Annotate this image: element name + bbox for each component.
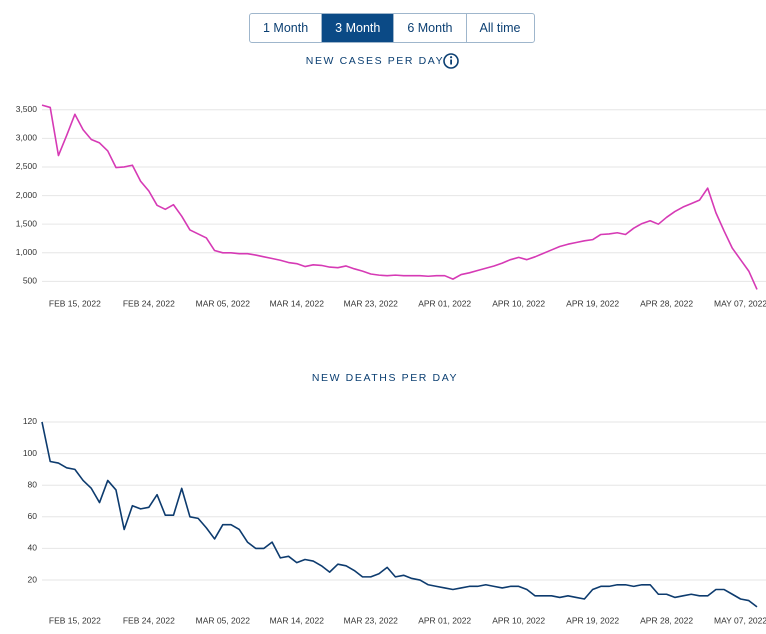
x-tick-label: MAR 23, 2022 (344, 298, 399, 308)
x-tick-label: FEB 24, 2022 (123, 298, 175, 308)
chart-title: NEW DEATHS PER DAY (312, 372, 458, 384)
range-button[interactable]: All time (465, 14, 534, 42)
x-tick-label: MAY 07, 2022 (714, 615, 766, 625)
chart-title: NEW CASES PER DAY (306, 55, 444, 67)
info-icon[interactable] (443, 53, 459, 69)
x-tick-label: APR 28, 2022 (640, 615, 693, 625)
y-tick-label: 100 (23, 448, 37, 458)
x-tick-label: APR 01, 2022 (418, 615, 471, 625)
x-tick-label: MAR 23, 2022 (344, 615, 399, 625)
y-tick-label: 80 (28, 479, 38, 489)
x-tick-label: MAR 14, 2022 (270, 298, 325, 308)
x-tick-label: APR 01, 2022 (418, 298, 471, 308)
y-tick-label: 1,500 (16, 218, 38, 228)
y-tick-label: 2,000 (16, 190, 38, 200)
y-tick-label: 500 (23, 276, 37, 286)
x-tick-label: APR 19, 2022 (566, 615, 619, 625)
x-tick-label: MAR 05, 2022 (196, 298, 251, 308)
range-button[interactable]: 6 Month (393, 14, 465, 42)
x-tick-label: APR 10, 2022 (492, 615, 545, 625)
x-tick-label: FEB 15, 2022 (49, 615, 101, 625)
y-tick-label: 2,500 (16, 161, 38, 171)
y-tick-label: 3,500 (16, 104, 38, 114)
x-tick-label: APR 28, 2022 (640, 298, 693, 308)
x-tick-label: FEB 15, 2022 (49, 298, 101, 308)
data-line (41, 104, 758, 290)
y-tick-label: 1,000 (16, 247, 38, 257)
y-tick-label: 60 (28, 511, 38, 521)
x-tick-label: MAR 05, 2022 (196, 615, 251, 625)
range-button[interactable]: 3 Month (321, 14, 394, 42)
range-button[interactable]: 1 Month (263, 21, 309, 35)
y-tick-label: 20 (28, 574, 38, 584)
x-tick-label: MAR 14, 2022 (270, 615, 325, 625)
x-tick-label: APR 19, 2022 (566, 298, 619, 308)
y-tick-label: 120 (23, 416, 37, 426)
x-tick-label: APR 10, 2022 (492, 298, 545, 308)
x-tick-label: FEB 24, 2022 (123, 615, 175, 625)
y-tick-label: 3,000 (16, 133, 38, 143)
range-selector: 1 Month 3 Month 6 Month All time (249, 13, 535, 43)
y-tick-label: 40 (28, 543, 38, 553)
x-tick-label: MAY 07, 2022 (714, 298, 766, 308)
data-line (41, 421, 758, 608)
